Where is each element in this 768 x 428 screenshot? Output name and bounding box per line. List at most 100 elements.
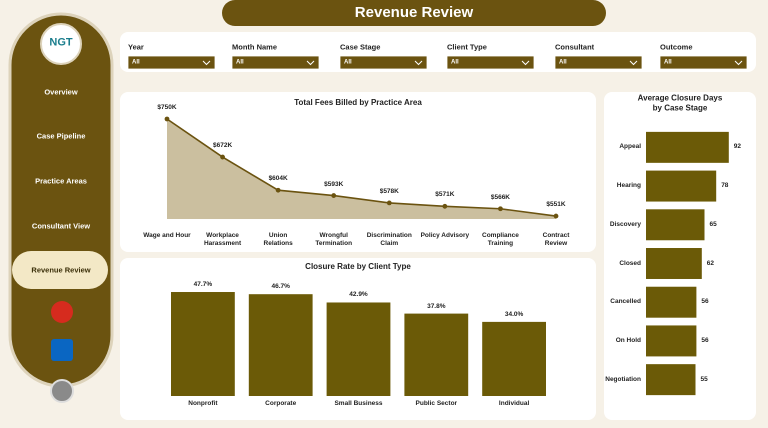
menu-item[interactable]: Practice Areas xyxy=(35,176,87,186)
bar xyxy=(646,170,717,202)
x-tick-label: Compliance Training xyxy=(482,232,519,247)
point xyxy=(386,200,392,206)
y-tick-label: Closed xyxy=(619,259,641,267)
point xyxy=(220,154,225,160)
filter-label: Outcome xyxy=(660,42,693,52)
header-bar xyxy=(222,0,606,26)
bar xyxy=(646,209,705,241)
area-fill xyxy=(167,119,556,219)
dropdown[interactable] xyxy=(127,55,216,70)
active-item[interactable] xyxy=(12,251,108,289)
data-label: 62 xyxy=(706,259,715,267)
data-label: $750K xyxy=(157,104,177,112)
point xyxy=(442,203,448,209)
dropdown[interactable] xyxy=(231,55,320,70)
x-tick-label: Union Relations xyxy=(263,232,293,247)
logo-text: NGT xyxy=(49,36,73,49)
bar xyxy=(646,131,729,163)
data-label: 37.8% xyxy=(427,302,446,310)
dropdown[interactable] xyxy=(339,55,428,70)
menu-item[interactable]: Revenue Review xyxy=(31,265,91,275)
point xyxy=(498,206,503,212)
data-label: 78 xyxy=(721,182,729,190)
bar xyxy=(404,313,469,396)
bar xyxy=(646,248,702,279)
y-tick-label: Cancelled xyxy=(610,298,641,306)
x-tick-label: Policy Advisory xyxy=(420,232,470,239)
dropdown-value[interactable]: All xyxy=(664,59,672,66)
menu-item[interactable]: Consultant View xyxy=(31,221,91,231)
youtube-icon[interactable] xyxy=(51,301,73,323)
point xyxy=(275,187,281,193)
data-label: $593K xyxy=(324,180,344,188)
chart-title: Closure Rate by Client Type xyxy=(305,262,411,272)
filter-label: Year xyxy=(128,42,144,52)
data-label: $604K xyxy=(268,175,288,183)
dropdown-value[interactable]: All xyxy=(236,59,244,66)
data-label: 56 xyxy=(701,298,709,306)
filter-label: Case Stage xyxy=(340,42,381,52)
chevron xyxy=(734,60,743,66)
y-tick-label: Appeal xyxy=(619,143,641,151)
bar xyxy=(646,325,697,357)
dropdown-value[interactable]: All xyxy=(451,59,459,66)
menu-item[interactable]: Case Pipeline xyxy=(36,131,86,141)
web-icon[interactable] xyxy=(50,379,74,403)
x-tick-label: Small Business xyxy=(334,400,383,408)
linkedin-icon[interactable] xyxy=(51,339,73,361)
data-label: 56 xyxy=(701,337,709,345)
x-tick-label: Contract Review xyxy=(542,232,570,247)
point xyxy=(331,193,337,198)
data-label: 47.7% xyxy=(193,281,213,289)
bar xyxy=(646,286,697,318)
chevron xyxy=(202,60,211,66)
data-label: $578K xyxy=(379,187,399,195)
menu-item[interactable]: Overview xyxy=(44,87,78,97)
data-label: 65 xyxy=(709,220,717,228)
bar xyxy=(482,321,546,396)
data-label: 55 xyxy=(700,375,708,383)
x-tick-label: Discrimination Claim xyxy=(366,232,412,247)
chevron xyxy=(306,60,315,66)
bar xyxy=(646,364,696,396)
point xyxy=(553,213,559,219)
dropdown-value[interactable]: All xyxy=(559,59,567,66)
dropdown-value[interactable]: All xyxy=(132,59,140,66)
chevron xyxy=(629,60,638,66)
data-label: $571K xyxy=(435,191,455,199)
y-tick-label: On Hold xyxy=(615,337,641,345)
data-label: $551K xyxy=(546,201,566,209)
logo xyxy=(40,23,82,65)
bar xyxy=(171,292,235,396)
data-label: $672K xyxy=(212,142,233,150)
page-title: Revenue Review xyxy=(354,4,474,21)
point xyxy=(164,116,170,122)
chart-title: Total Fees Billed by Practice Area xyxy=(294,98,422,108)
dropdown[interactable] xyxy=(659,55,748,70)
x-tick-label: Individual xyxy=(498,400,530,408)
dropdown[interactable] xyxy=(446,55,535,70)
data-label: 34.0% xyxy=(504,310,524,318)
x-tick-label: Public Sector xyxy=(415,400,458,408)
bar xyxy=(248,294,313,396)
filter-label: Client Type xyxy=(447,42,487,52)
x-tick-label: Wrongful Termination xyxy=(315,232,353,247)
chevron xyxy=(521,60,530,66)
x-tick-label: Nonprofit xyxy=(188,400,218,408)
data-label: 42.9% xyxy=(349,291,368,299)
chart-title: Average Closure Days by Case Stage xyxy=(637,93,723,112)
dropdown-value[interactable]: All xyxy=(344,59,352,66)
bar xyxy=(326,302,391,396)
x-tick-label: Wage and Hour xyxy=(143,232,191,239)
y-tick-label: Discovery xyxy=(609,220,641,228)
data-label: $566K xyxy=(490,193,510,201)
line xyxy=(166,118,557,217)
chevron xyxy=(414,60,423,66)
filter-label: Month Name xyxy=(232,42,277,52)
y-tick-label: Hearing xyxy=(616,182,641,190)
dropdown[interactable] xyxy=(554,55,643,70)
x-tick-label: Corporate xyxy=(265,400,297,408)
